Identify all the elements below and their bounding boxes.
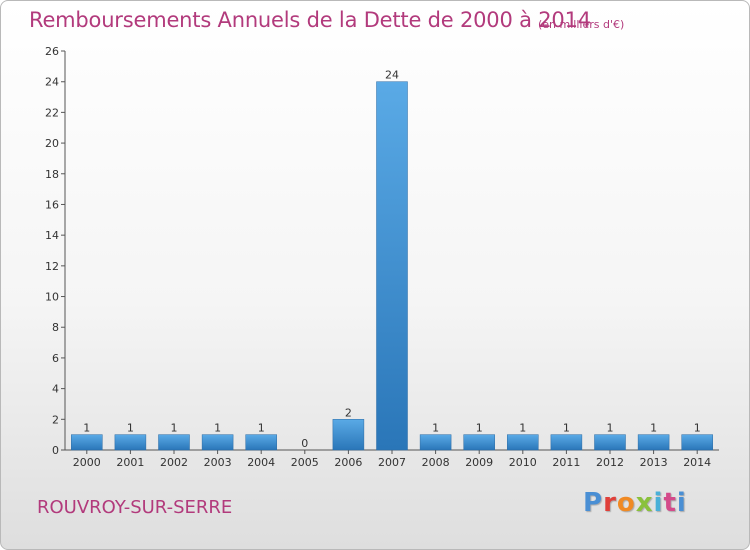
y-tick-label: 22 (45, 106, 59, 119)
bar (245, 434, 277, 451)
x-tick-label: 2013 (640, 456, 668, 469)
x-tick-label: 2002 (160, 456, 188, 469)
y-tick-label: 12 (45, 260, 59, 273)
logo-letter: x (635, 488, 654, 518)
bar (71, 434, 103, 451)
bar-value-label: 1 (476, 422, 483, 435)
bar-value-label: 1 (171, 422, 178, 435)
bar-value-label: 1 (432, 422, 439, 435)
bar (463, 434, 495, 451)
logo-letter: i (653, 488, 664, 518)
y-tick-label: 6 (52, 352, 59, 365)
bar-value-label: 1 (214, 422, 221, 435)
bar-value-label: 1 (650, 422, 657, 435)
x-tick-label: 2006 (334, 456, 362, 469)
bars: 1 1 1 1 1 0 2 24 1 1 1 1 1 1 1 (71, 69, 713, 451)
bar (594, 434, 626, 451)
proxiti-logo: Proxiti (583, 488, 687, 518)
x-tick-label: 2011 (552, 456, 580, 469)
bar-value-label: 1 (519, 422, 526, 435)
y-tick-label: 20 (45, 137, 59, 150)
x-tick-label: 2008 (422, 456, 450, 469)
bar-value-label: 1 (83, 422, 90, 435)
x-tick-label: 2014 (683, 456, 711, 469)
bar-value-label: 1 (563, 422, 570, 435)
y-tick-label: 0 (52, 444, 59, 457)
bar (158, 434, 190, 451)
y-tick-label: 8 (52, 321, 59, 334)
bar (114, 434, 147, 451)
x-tick-label: 2010 (509, 456, 537, 469)
bar (681, 434, 713, 451)
bar-value-label: 1 (127, 422, 134, 435)
x-axis: 2000 2001 2002 2003 2004 2005 2006 2007 2008 2009… (65, 449, 719, 469)
chart-subtitle: (en milliers d'€) (538, 18, 625, 31)
bar-value-label: 1 (258, 422, 265, 435)
bar-value-label: 2 (345, 406, 352, 419)
bar (419, 434, 452, 451)
x-tick-label: 2007 (378, 456, 406, 469)
x-tick-label: 2012 (596, 456, 624, 469)
y-tick-label: 18 (45, 168, 59, 181)
bar (376, 81, 408, 451)
logo-letter: o (616, 488, 636, 518)
x-tick-label: 2004 (247, 456, 275, 469)
bar-value-label: 1 (607, 422, 614, 435)
logo-letter: t (663, 488, 677, 518)
bar-value-label: 1 (694, 422, 701, 435)
logo-letter: P (583, 488, 604, 518)
x-tick-label: 2003 (204, 456, 232, 469)
y-tick-label: 16 (45, 198, 59, 211)
bar (507, 434, 539, 451)
y-tick-label: 4 (52, 383, 59, 396)
bar-value-label: 24 (385, 69, 399, 82)
x-tick-label: 2001 (116, 456, 144, 469)
y-tick-label: 10 (45, 291, 59, 304)
y-tick-label: 24 (45, 76, 59, 89)
logo-letter: r (603, 488, 617, 518)
y-tick-label: 2 (52, 413, 59, 426)
y-tick-label: 26 (45, 45, 59, 58)
x-tick-label: 2000 (73, 456, 101, 469)
chart-title: Remboursements Annuels de la Dette de 20… (29, 8, 591, 32)
commune-name: ROUVROY-SUR-SERRE (37, 497, 233, 518)
bar-value-label: 0 (301, 437, 308, 450)
bar (332, 419, 365, 451)
logo-letter: i (676, 488, 687, 518)
y-tick-label: 14 (45, 229, 59, 242)
x-tick-label: 2009 (465, 456, 493, 469)
bar (550, 434, 583, 451)
x-tick-label: 2005 (291, 456, 319, 469)
bar (201, 434, 234, 451)
bar (637, 434, 670, 451)
